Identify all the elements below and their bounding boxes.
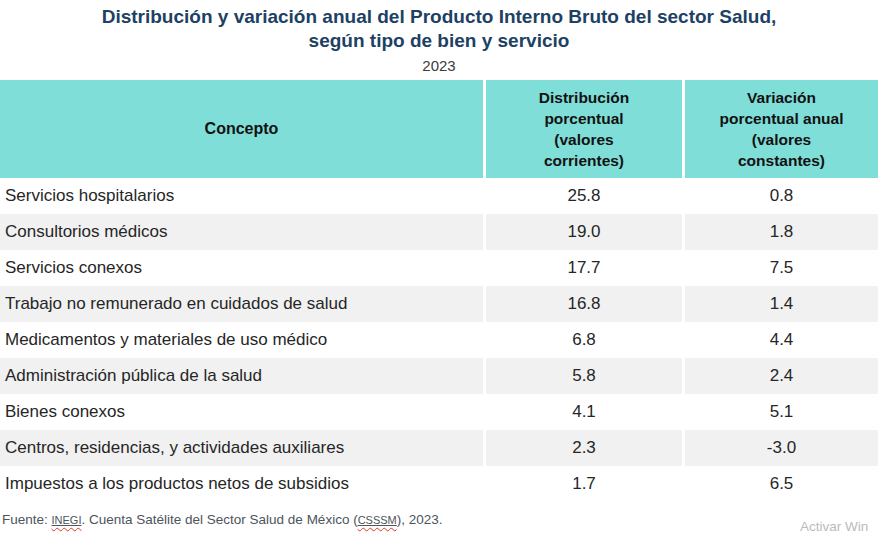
table-row: Bienes conexos 4.1 5.1 [0, 394, 878, 430]
page-title: Distribución y variación anual del Produ… [0, 5, 878, 53]
cell-distribucion: 19.0 [483, 214, 682, 250]
table-row: Servicios hospitalarios 25.8 0.8 [0, 178, 878, 214]
cell-concepto: Medicamentos y materiales de uso médico [0, 322, 483, 358]
cell-concepto: Impuestos a los productos netos de subsi… [0, 466, 483, 502]
cell-variacion: 1.4 [682, 286, 878, 322]
title-line-2: según tipo de bien y servicio [309, 30, 570, 51]
column-header-concepto: Concepto [0, 80, 483, 178]
cell-variacion: 0.8 [682, 178, 878, 214]
cell-distribucion: 2.3 [483, 430, 682, 466]
source-middle: . Cuenta Satélite del Sector Salud de Mé… [81, 512, 357, 527]
table-row: Medicamentos y materiales de uso médico … [0, 322, 878, 358]
cell-variacion: 2.4 [682, 358, 878, 394]
table-header-row: Concepto Distribución porcentual (valore… [0, 80, 878, 178]
title-line-1: Distribución y variación anual del Produ… [102, 6, 777, 27]
cell-concepto: Centros, residencias, y actividades auxi… [0, 430, 483, 466]
table-row: Servicios conexos 17.7 7.5 [0, 250, 878, 286]
csssm-link[interactable]: CSSSM [358, 514, 397, 526]
table-row: Centros, residencias, y actividades auxi… [0, 430, 878, 466]
source-note: Fuente: INEGI. Cuenta Satélite del Secto… [2, 511, 443, 529]
cell-variacion: 7.5 [682, 250, 878, 286]
table-row: Impuestos a los productos netos de subsi… [0, 466, 878, 502]
title-block: Distribución y variación anual del Produ… [0, 5, 878, 75]
cell-concepto: Servicios conexos [0, 250, 483, 286]
cell-concepto: Servicios hospitalarios [0, 178, 483, 214]
subtitle-year: 2023 [0, 57, 878, 75]
table-row: Consultorios médicos 19.0 1.8 [0, 214, 878, 250]
column-header-distribucion: Distribución porcentual (valores corrien… [483, 80, 682, 178]
cell-variacion: 6.5 [682, 466, 878, 502]
cell-distribucion: 4.1 [483, 394, 682, 430]
cell-variacion: 5.1 [682, 394, 878, 430]
cell-distribucion: 16.8 [483, 286, 682, 322]
inegi-link[interactable]: INEGI [52, 514, 82, 526]
cell-variacion: 1.8 [682, 214, 878, 250]
cell-concepto: Trabajo no remunerado en cuidados de sal… [0, 286, 483, 322]
cell-variacion: -3.0 [682, 430, 878, 466]
source-prefix: Fuente: [2, 512, 52, 527]
inegi-link-text: INEGI [52, 514, 82, 526]
cell-concepto: Consultorios médicos [0, 214, 483, 250]
pib-salud-table: Concepto Distribución porcentual (valore… [0, 80, 878, 502]
cell-distribucion: 1.7 [483, 466, 682, 502]
cell-distribucion: 17.7 [483, 250, 682, 286]
table-row: Trabajo no remunerado en cuidados de sal… [0, 286, 878, 322]
cell-distribucion: 6.8 [483, 322, 682, 358]
table-row: Administración pública de la salud 5.8 2… [0, 358, 878, 394]
table-body: Servicios hospitalarios 25.8 0.8 Consult… [0, 178, 878, 502]
cell-distribucion: 5.8 [483, 358, 682, 394]
windows-activation-watermark: Activar Win [800, 519, 868, 534]
cell-concepto: Bienes conexos [0, 394, 483, 430]
cell-variacion: 4.4 [682, 322, 878, 358]
screenshot-page: Distribución y variación anual del Produ… [0, 0, 878, 537]
column-header-variacion: Variación porcentual anual (valores cons… [682, 80, 878, 178]
cell-concepto: Administración pública de la salud [0, 358, 483, 394]
cell-distribucion: 25.8 [483, 178, 682, 214]
source-suffix: ), 2023. [397, 512, 443, 527]
csssm-link-text: CSSSM [358, 514, 397, 526]
